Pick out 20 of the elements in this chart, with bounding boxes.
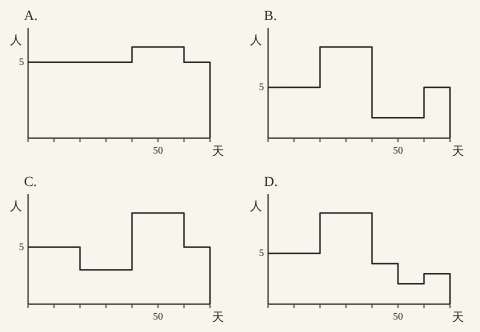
chart-title: D.: [264, 175, 278, 190]
y-axis-title: 人: [250, 32, 262, 47]
y-axis-title: 人: [250, 198, 262, 213]
y-axis-title: 人: [10, 32, 22, 47]
y-axis-title: 人: [10, 198, 22, 213]
text: 5: [259, 82, 264, 94]
text: 5: [19, 242, 24, 253]
x-axis-title: 天: [452, 310, 464, 324]
text: 50: [393, 146, 403, 157]
text: 50: [153, 146, 163, 157]
chart-title: C.: [24, 175, 37, 190]
x-axis-title: 天: [212, 144, 224, 158]
chart-title: B.: [264, 9, 277, 24]
text: 50: [153, 312, 163, 323]
text: 5: [19, 56, 24, 68]
chart-title: A.: [24, 9, 38, 24]
text: 50: [393, 312, 403, 323]
x-axis-title: 天: [452, 144, 464, 158]
x-axis-title: 天: [212, 310, 224, 324]
text: 5: [259, 248, 264, 260]
